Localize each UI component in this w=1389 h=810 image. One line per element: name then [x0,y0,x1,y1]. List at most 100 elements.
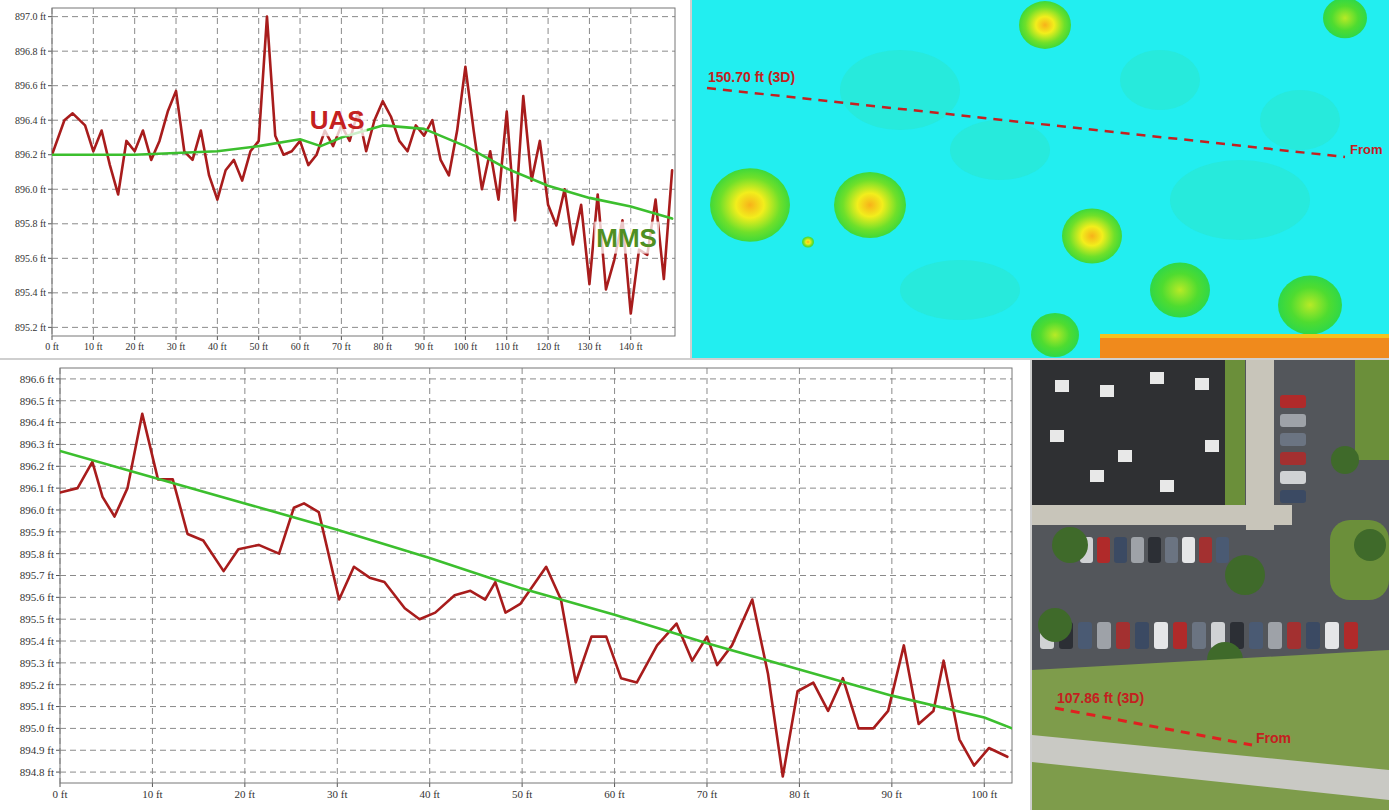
tick-label: 896.2 ft [20,460,54,472]
grid-line [52,51,675,52]
tick-label: 896.4 ft [20,416,54,428]
canvas: 895.2 ft895.4 ft895.6 ft895.8 ft896.0 ft… [0,0,1389,810]
grid-line [341,8,342,336]
data-group [52,17,672,314]
tick-mark [341,336,342,340]
tree [1225,555,1265,595]
tick-label: 120 ft [536,341,560,352]
tree-blob [1062,208,1122,263]
tick-label: 0 ft [53,788,68,800]
grid-line [134,8,135,336]
tick-mark [56,772,60,773]
tick-label: 896.1 ft [20,482,54,494]
sidewalk [1032,735,1389,800]
tick-mark [56,706,60,707]
tick-label: 20 ft [125,341,144,352]
grid-line [52,189,675,190]
car [1154,622,1168,649]
tick-label: 100 ft [454,341,478,352]
ground-patch [1170,160,1310,240]
tick-mark [48,327,52,328]
roof-unit [1055,380,1069,392]
grid-line [465,8,466,336]
tick-label: 895.4 ft [20,635,54,647]
building-roof [1032,360,1232,520]
tick-label: 130 ft [578,341,602,352]
car [1306,622,1320,649]
tick-mark [56,488,60,489]
car [1249,622,1263,649]
tick-label: 140 ft [619,341,643,352]
tree-blob [802,236,814,247]
tick-mark [48,16,52,17]
map-background [692,0,1389,358]
tick-label: 0 ft [45,341,59,352]
tick-mark [891,783,892,787]
tick-label: 895.0 ft [20,722,54,734]
car [1268,622,1282,649]
grid-line [300,8,301,336]
tick-label: 895.8 ft [20,548,54,560]
grid-line [630,8,631,336]
ground-patch [1260,90,1340,150]
tick-label: 40 ft [419,788,439,800]
car [1280,414,1306,427]
grid-line [60,641,1012,642]
panel-background [0,0,690,358]
tick-mark [56,553,60,554]
tick-mark [56,531,60,532]
tick-mark [56,509,60,510]
car [1325,622,1339,649]
grid-line [258,8,259,336]
car [1344,622,1358,649]
tick-mark [56,641,60,642]
tick-label: 895.4 ft [15,287,46,298]
tick-mark [56,728,60,729]
tick-label: 40 ft [208,341,227,352]
car [1165,537,1178,563]
series-label-group: MMS [594,222,659,254]
start-label: From [1256,730,1291,746]
tick-mark [424,336,425,340]
car [1199,537,1212,563]
tick-mark [48,258,52,259]
grid-line [60,597,1012,598]
car [1182,537,1195,563]
tick-mark [589,336,590,340]
tick-label: 10 ft [84,341,103,352]
tick-label: 895.9 ft [20,526,54,538]
tick-label: 60 ft [291,341,310,352]
label-patch [308,104,367,136]
grid-line [429,368,430,783]
grid-line [706,368,707,783]
series-label: UAS [310,105,365,135]
grid-line [424,8,425,336]
tree [1354,529,1386,561]
data-group [60,414,1012,777]
divider [690,0,692,358]
divider [1030,360,1032,810]
tree-blob [834,172,906,238]
ground-patch [900,260,1020,320]
tick-label: 895.2 ft [20,679,54,691]
tick-label: 30 ft [327,788,347,800]
tree-blob [1019,1,1071,49]
tick-label: 896.0 ft [15,184,46,195]
chart-panel: 895.2 ft895.4 ft895.6 ft895.8 ft896.0 ft… [0,0,690,358]
car [1287,622,1301,649]
tick-mark [56,378,60,379]
tick-label: 895.3 ft [20,657,54,669]
tick-label: 100 ft [971,788,997,800]
tree [1038,608,1072,642]
grass-strip [1225,360,1245,505]
tick-mark [48,51,52,52]
tick-mark [337,783,338,787]
tick-mark [799,783,800,787]
series-line [60,414,1007,777]
grid-line [60,772,1012,773]
tick-mark [152,783,153,787]
tick-label: 20 ft [235,788,255,800]
tick-label: 90 ft [415,341,434,352]
tick-label: 896.8 ft [15,46,46,57]
grid-line [522,368,523,783]
